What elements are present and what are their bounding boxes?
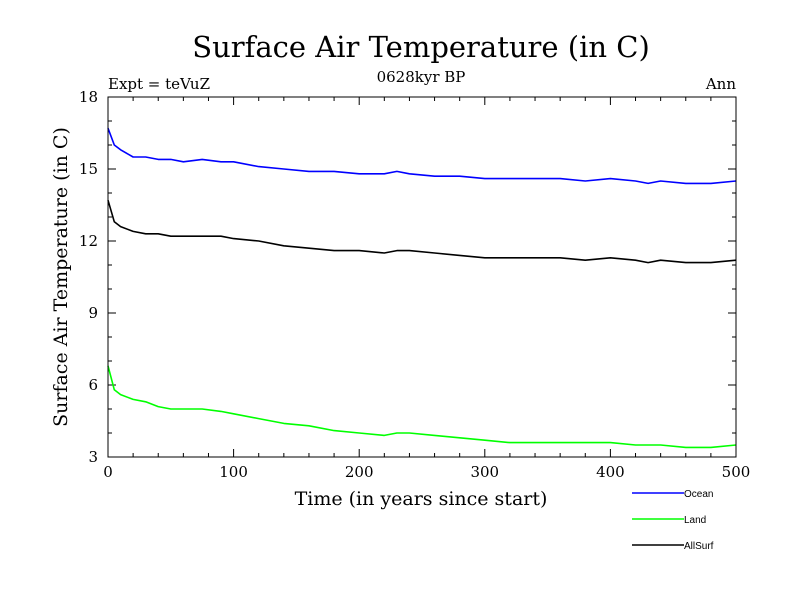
- series-line-ocean: [107, 127, 737, 185]
- series-line-land: [107, 365, 737, 449]
- x-tick-label: 100: [219, 463, 248, 481]
- axis-ticks: 0 100 200 300 400 500 3 6 9 12 15 18: [79, 88, 750, 481]
- x-tick-label: 200: [345, 463, 374, 481]
- y-tick-label: 12: [79, 232, 98, 250]
- y-axis-label: Surface Air Temperature (in C): [50, 127, 72, 427]
- x-tick-label: 400: [596, 463, 625, 481]
- season-label: Ann: [705, 75, 736, 93]
- legend-label-ocean: Ocean: [684, 489, 713, 500]
- series-lines: [107, 127, 737, 449]
- y-tick-label: 3: [88, 448, 98, 466]
- x-tick-label: 500: [722, 463, 751, 481]
- legend: Ocean Land AllSurf: [632, 489, 714, 552]
- legend-label-land: Land: [684, 515, 706, 526]
- x-axis-label: Time (in years since start): [295, 488, 548, 510]
- chart-subtitle: 0628kyr BP: [377, 68, 466, 86]
- chart-title: Surface Air Temperature (in C): [192, 30, 650, 64]
- legend-label-allsurf: AllSurf: [684, 541, 714, 552]
- plot-frame: [107, 96, 737, 458]
- y-tick-label: 6: [88, 376, 98, 394]
- y-tick-label: 9: [88, 304, 98, 322]
- x-tick-label: 300: [470, 463, 499, 481]
- x-tick-label: 0: [103, 463, 113, 481]
- series-line-allsurf: [107, 199, 737, 264]
- experiment-label: Expt = teVuZ: [108, 75, 210, 93]
- y-tick-label: 18: [79, 88, 98, 106]
- y-tick-label: 15: [79, 160, 98, 178]
